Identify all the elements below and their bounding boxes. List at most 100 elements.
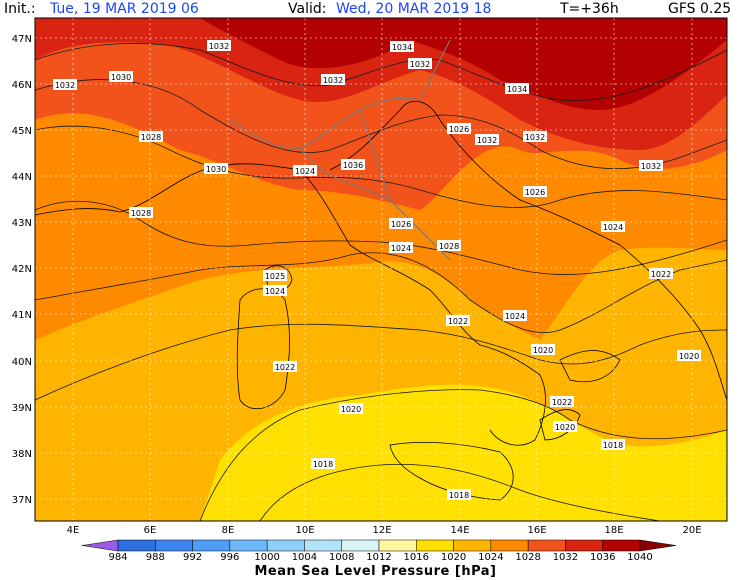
- isobar-label: 1020: [339, 403, 363, 414]
- colorbar-tick-label: 984: [108, 552, 128, 563]
- colorbar-tick-label: 1000: [254, 552, 280, 563]
- svg-text:1032: 1032: [209, 42, 229, 51]
- latitude-labels: 47N 46N 45N 44N 43N 42N 41N 40N 39N 38N …: [12, 34, 32, 506]
- svg-text:1020: 1020: [679, 352, 699, 361]
- lon-label: 16E: [527, 525, 546, 536]
- valid-time: Wed, 20 MAR 2019 18: [336, 1, 492, 17]
- isobar-label: 1030: [204, 163, 228, 174]
- isobar-label: 1032: [523, 131, 547, 142]
- isobar-label: 1018: [311, 458, 335, 469]
- colorbar-tick-label: 988: [145, 552, 165, 563]
- lon-label: 4E: [67, 525, 80, 536]
- svg-text:1024: 1024: [603, 223, 623, 232]
- isobar-label: 1024: [601, 221, 625, 232]
- svg-text:1026: 1026: [449, 125, 469, 134]
- svg-text:1032: 1032: [55, 81, 75, 90]
- isobar-label: 1026: [447, 123, 471, 134]
- lat-label: 39N: [12, 403, 32, 414]
- svg-text:1034: 1034: [507, 85, 527, 94]
- svg-text:1024: 1024: [295, 167, 315, 176]
- colorbar-max-arrow: [639, 539, 677, 552]
- colorbar-title: Mean Sea Level Pressure [hPa]: [254, 564, 497, 579]
- lat-label: 37N: [12, 495, 32, 506]
- svg-text:1026: 1026: [391, 220, 411, 229]
- isobar-label: 1032: [639, 160, 663, 171]
- isobar-label: 1026: [523, 186, 547, 197]
- svg-text:1032: 1032: [323, 76, 343, 85]
- colorbar-segment: [565, 539, 603, 552]
- lat-label: 41N: [12, 310, 32, 321]
- colorbar-segment: [192, 539, 231, 552]
- svg-text:1020: 1020: [341, 405, 361, 414]
- lat-label: 46N: [12, 80, 32, 91]
- colorbar-segment: [341, 539, 380, 552]
- isobar-label: 1022: [550, 396, 574, 407]
- isobar-label: 1024: [293, 165, 317, 176]
- lon-label: 14E: [450, 525, 469, 536]
- lat-label: 40N: [12, 357, 32, 368]
- isobar-label: 1024: [389, 242, 413, 253]
- lat-lon-grid: [35, 18, 727, 521]
- svg-text:1036: 1036: [343, 161, 363, 170]
- isobar-label: 1028: [129, 207, 153, 218]
- colorbar-min-arrow: [81, 539, 119, 552]
- longitude-labels: 4E 6E 8E 10E 12E 14E 16E 18E 20E: [67, 525, 702, 536]
- isobar-label: 1018: [447, 489, 471, 500]
- isobar-label: 1018: [601, 439, 625, 450]
- colorbar-tick-label: 1004: [291, 552, 318, 563]
- svg-text:1025: 1025: [265, 272, 285, 281]
- svg-text:1030: 1030: [111, 73, 131, 82]
- isobar-label: 1022: [649, 268, 673, 279]
- valid-label: Valid:: [288, 1, 327, 17]
- svg-text:1024: 1024: [505, 312, 525, 321]
- colorbar-tick-label: 1016: [403, 552, 430, 563]
- lat-label: 45N: [12, 126, 32, 137]
- svg-text:1022: 1022: [448, 317, 468, 326]
- isobar-label: 1036: [341, 159, 365, 170]
- colorbar-tick-label: 1008: [328, 552, 355, 563]
- svg-text:1032: 1032: [525, 133, 545, 142]
- colorbar-tick-label: 1028: [515, 552, 541, 563]
- svg-text:1022: 1022: [651, 270, 671, 279]
- isobar-label: 1034: [505, 83, 529, 94]
- colorbar-tick-label: 1012: [366, 552, 392, 563]
- isobar-label: 1028: [437, 240, 461, 251]
- svg-text:1034: 1034: [392, 43, 412, 52]
- svg-text:1018: 1018: [449, 491, 469, 500]
- colorbar-tick-label: 1020: [440, 552, 467, 563]
- isobar-label: 1028: [139, 131, 163, 142]
- colorbar-segment: [266, 539, 305, 552]
- colorbar-tick-label: 1032: [552, 552, 579, 563]
- colorbar-segment: [602, 539, 641, 552]
- svg-text:1032: 1032: [477, 136, 497, 145]
- isobar-label: 1032: [408, 58, 432, 69]
- header-bar: Init.: Tue, 19 MAR 2019 06 Valid: Wed, 2…: [0, 0, 751, 18]
- svg-text:1024: 1024: [265, 287, 285, 296]
- isobar-value-labels: 1032 1034 1032 1030 1032 1032 1034 1032 …: [53, 40, 701, 500]
- colorbar: [81, 539, 677, 552]
- isobar-label: 1032: [321, 74, 345, 85]
- colorbar-segment: [304, 539, 342, 552]
- svg-text:1024: 1024: [391, 244, 411, 253]
- colorbar-segment: [155, 539, 193, 552]
- init-time: Tue, 19 MAR 2019 06: [50, 1, 199, 17]
- colorbar-tick-label: 1036: [589, 552, 616, 563]
- model-name: GFS 0.25: [668, 1, 732, 17]
- svg-text:1032: 1032: [410, 60, 430, 69]
- svg-text:1026: 1026: [525, 188, 545, 197]
- isobar-label: 1034: [390, 41, 414, 52]
- colorbar-segment: [378, 539, 417, 552]
- lat-label: 38N: [12, 449, 32, 460]
- svg-text:1032: 1032: [641, 162, 661, 171]
- isobar-label: 1020: [553, 421, 577, 432]
- lon-label: 18E: [604, 525, 623, 536]
- lon-label: 6E: [144, 525, 157, 536]
- isobar-label: 1032: [207, 40, 231, 51]
- svg-text:1028: 1028: [131, 209, 151, 218]
- lon-label: 8E: [222, 525, 235, 536]
- colorbar-segment: [416, 539, 454, 552]
- isobar-label: 1030: [109, 71, 133, 82]
- colorbar-tick-label: 992: [183, 552, 203, 563]
- svg-text:1020: 1020: [533, 346, 553, 355]
- colorbar-segment: [229, 539, 268, 552]
